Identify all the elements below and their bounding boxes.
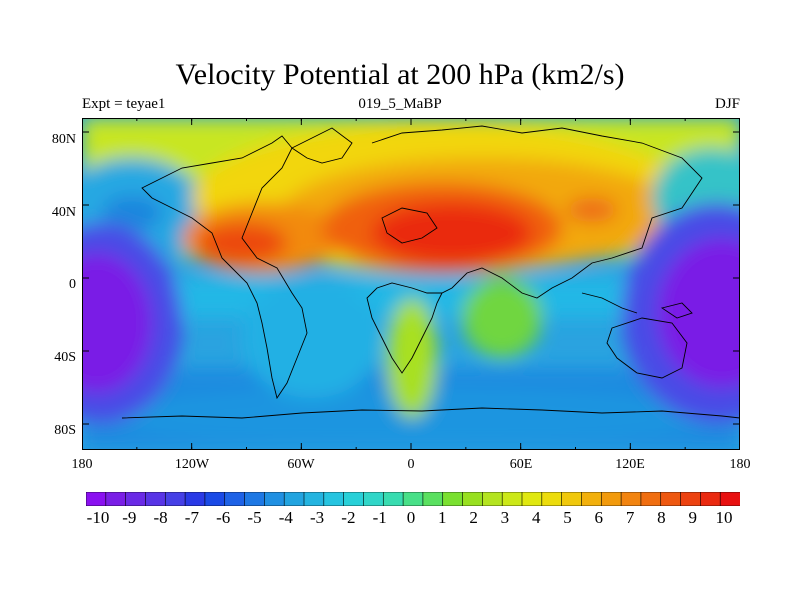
colorbar-swatch xyxy=(363,492,385,506)
colorbar-swatch xyxy=(462,492,484,506)
colorbar-swatch xyxy=(224,492,246,506)
colorbar-swatch xyxy=(521,492,543,506)
x-tick-label: 180 xyxy=(71,457,93,472)
colorbar-swatch xyxy=(125,492,147,506)
colorbar-swatch xyxy=(581,492,603,506)
colorbar-swatch xyxy=(482,492,503,506)
colorbar-swatch xyxy=(442,492,464,506)
colorbar-label: 5 xyxy=(563,508,572,527)
colorbar-swatch xyxy=(382,492,404,506)
colorbar-label: -10 xyxy=(86,508,110,527)
y-tick-label: 40N xyxy=(51,205,76,220)
colorbar-label: 1 xyxy=(438,508,447,527)
velocity-potential-map xyxy=(82,118,740,450)
colorbar-label: 4 xyxy=(531,508,541,527)
colorbar-swatch xyxy=(680,492,702,506)
colorbar-swatch xyxy=(640,492,662,506)
colorbar-swatch xyxy=(343,492,365,506)
colorbar-label: -2 xyxy=(341,508,356,527)
colorbar-swatch xyxy=(600,492,622,506)
colorbar-swatch xyxy=(700,492,721,506)
colorbar-swatch xyxy=(422,492,444,506)
colorbar-label: -4 xyxy=(278,508,293,527)
colorbar-swatch xyxy=(541,492,563,506)
colorbar-swatch xyxy=(719,492,740,506)
y-tick-label: 80S xyxy=(54,423,76,438)
colorbar-swatch xyxy=(283,492,305,506)
y-tick-label: 80N xyxy=(51,132,76,147)
colorbar-swatch xyxy=(105,492,127,506)
experiment-label: Expt = teyae1 xyxy=(82,96,166,112)
colorbar-swatch xyxy=(501,492,523,506)
colorbar-label: -3 xyxy=(310,508,325,527)
colorbar-label: 6 xyxy=(594,508,604,527)
colorbar-swatch xyxy=(402,492,424,506)
x-tick-label: 120E xyxy=(615,457,645,472)
x-tick-label: 0 xyxy=(407,457,415,472)
colorbar-label: 7 xyxy=(625,508,635,527)
colorbar-swatch xyxy=(86,492,107,506)
colorbar-label: -7 xyxy=(184,508,199,527)
colorbar-swatch xyxy=(204,492,226,506)
colorbar-swatch xyxy=(303,492,325,506)
colorbar-label: 9 xyxy=(688,508,697,527)
colorbar-swatch xyxy=(660,492,682,506)
colorbar-label: -9 xyxy=(122,508,137,527)
y-tick-label: 40S xyxy=(54,350,76,365)
colorbar-swatch xyxy=(145,492,167,506)
x-tick-label: 60W xyxy=(287,457,315,472)
colorbar-swatch xyxy=(164,492,186,506)
run-label: 019_5_MaBP xyxy=(358,96,442,112)
contour-field xyxy=(82,118,740,450)
x-tick-label: 120W xyxy=(174,457,210,472)
colorbar-label: 10 xyxy=(715,508,733,527)
y-tick-label: 0 xyxy=(69,277,76,292)
x-tick-label: 60E xyxy=(509,457,533,472)
plot-title: Velocity Potential at 200 hPa (km2/s) xyxy=(175,58,625,91)
colorbar-swatch xyxy=(244,492,266,506)
colorbar-label: 0 xyxy=(406,508,416,527)
colorbar-label: 2 xyxy=(469,508,478,527)
colorbar-swatch xyxy=(323,492,345,506)
colorbar-swatch xyxy=(620,492,642,506)
colorbar-label: -8 xyxy=(153,508,168,527)
colorbar xyxy=(86,492,740,506)
colorbar-label: -6 xyxy=(216,508,231,527)
colorbar-label: 3 xyxy=(500,508,510,527)
axis-ticks xyxy=(82,118,740,450)
colorbar-label: -1 xyxy=(372,508,387,527)
colorbar-swatch xyxy=(264,492,285,506)
coastlines xyxy=(121,125,740,419)
colorbar-swatch xyxy=(184,492,206,506)
colorbar-swatch xyxy=(561,492,583,506)
x-tick-label: 180 xyxy=(729,457,751,472)
colorbar-label: -5 xyxy=(247,508,262,527)
colorbar-label: 8 xyxy=(657,508,666,527)
season-label: DJF xyxy=(714,96,740,112)
